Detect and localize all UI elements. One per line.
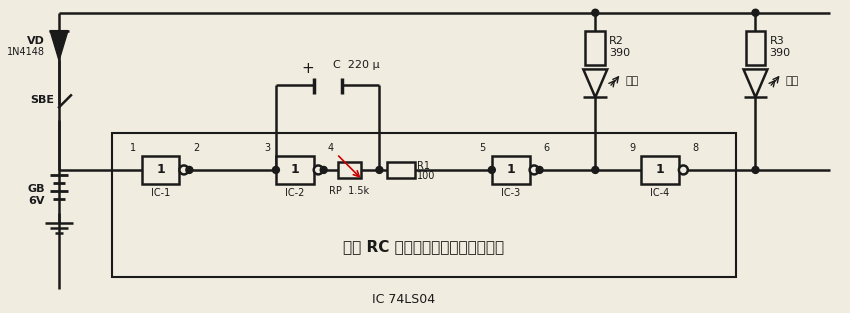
Text: +: + (302, 61, 314, 76)
Bar (492, 156, 530, 184)
Text: 1: 1 (156, 163, 165, 177)
Text: 红色: 红色 (625, 76, 638, 86)
Circle shape (752, 167, 759, 173)
Circle shape (592, 9, 598, 16)
Text: 6V: 6V (29, 196, 45, 206)
Bar (388, 162, 415, 178)
Text: RP  1.5k: RP 1.5k (330, 186, 370, 196)
Text: VD: VD (27, 36, 45, 46)
Text: 100: 100 (417, 171, 435, 181)
Bar (276, 156, 314, 184)
Circle shape (530, 166, 539, 174)
Text: IC 74LS04: IC 74LS04 (372, 293, 435, 306)
Text: 5: 5 (479, 143, 486, 153)
Text: 2: 2 (193, 143, 199, 153)
Text: 1N4148: 1N4148 (7, 47, 45, 57)
Polygon shape (744, 69, 768, 97)
Circle shape (186, 167, 193, 173)
Bar (641, 156, 679, 184)
Polygon shape (50, 31, 68, 60)
Text: 9: 9 (629, 143, 635, 153)
Bar (111, 133, 735, 277)
Circle shape (489, 167, 496, 173)
Text: 390: 390 (769, 48, 790, 58)
Text: 3: 3 (264, 143, 270, 153)
Text: 390: 390 (609, 48, 631, 58)
Polygon shape (583, 69, 607, 97)
Text: 1: 1 (129, 143, 136, 153)
Text: 1: 1 (291, 163, 299, 177)
Text: IC-4: IC-4 (650, 188, 670, 198)
Bar (142, 156, 179, 184)
Circle shape (314, 166, 323, 174)
Text: R2: R2 (609, 36, 624, 46)
Text: R3: R3 (769, 36, 785, 46)
Circle shape (320, 167, 327, 173)
Circle shape (179, 166, 189, 174)
Circle shape (536, 167, 543, 173)
Text: 1: 1 (655, 163, 665, 177)
Text: R1: R1 (417, 161, 430, 171)
Bar (586, 31, 605, 65)
Circle shape (752, 9, 759, 16)
Text: IC-3: IC-3 (502, 188, 520, 198)
Text: IC-2: IC-2 (285, 188, 304, 198)
Text: SBE: SBE (30, 95, 54, 105)
Bar (745, 31, 766, 65)
Text: 6: 6 (543, 143, 549, 153)
Text: IC-1: IC-1 (151, 188, 170, 198)
Circle shape (679, 166, 688, 174)
Text: 带有 RC 的非门环形振荡器实验电路: 带有 RC 的非门环形振荡器实验电路 (343, 239, 504, 254)
Text: 4: 4 (327, 143, 333, 153)
Text: 8: 8 (692, 143, 699, 153)
Text: GB: GB (27, 184, 45, 194)
Circle shape (273, 167, 280, 173)
Circle shape (376, 167, 382, 173)
Bar (337, 162, 361, 178)
Text: 1: 1 (507, 163, 515, 177)
Text: 绿色: 绿色 (785, 76, 799, 86)
Circle shape (592, 167, 598, 173)
Text: C  220 μ: C 220 μ (332, 60, 379, 70)
